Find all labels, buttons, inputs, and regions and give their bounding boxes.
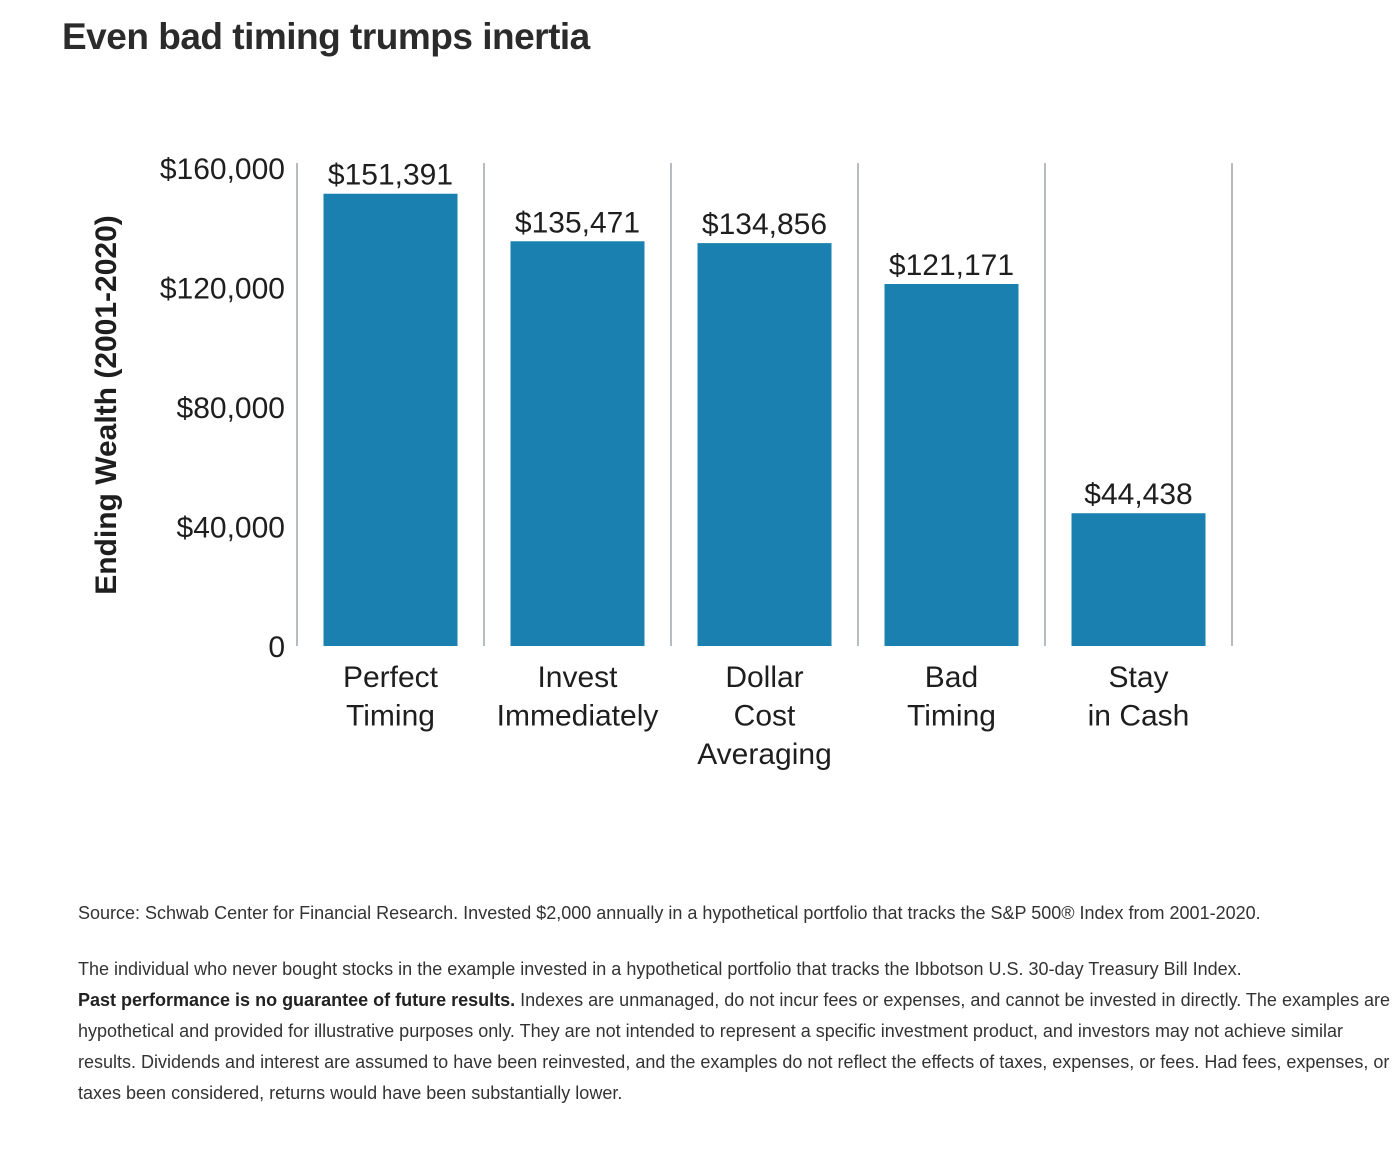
value-label: $44,438: [1084, 478, 1192, 511]
x-tick-label: Perfect: [343, 661, 439, 694]
bar: [323, 193, 458, 646]
bar: [884, 284, 1019, 646]
y-tick-label: $80,000: [177, 392, 285, 425]
x-tick-label: Invest: [537, 661, 618, 694]
value-label: $134,856: [702, 208, 827, 241]
x-tick-label: Averaging: [697, 738, 832, 771]
bar: [697, 243, 832, 646]
y-tick-label: $40,000: [177, 512, 285, 545]
y-tick-label: $120,000: [160, 273, 285, 306]
x-tick-label: Timing: [346, 700, 435, 733]
x-tick-label: Stay: [1108, 661, 1168, 694]
disclaimer-intro: The individual who never bought stocks i…: [78, 959, 1242, 979]
value-label: $135,471: [515, 206, 640, 239]
x-tick-label: in Cash: [1088, 700, 1190, 733]
disclaimer-rest: Indexes are unmanaged, do not incur fees…: [78, 990, 1390, 1103]
x-tick-label: Dollar: [725, 661, 803, 694]
chart: Ending Wealth (2001-2020) 0 $40,000 $80,000…: [90, 153, 1233, 771]
disclaimer-bold: Past performance is no guarantee of futu…: [78, 990, 516, 1010]
footnotes: Source: Schwab Center for Financial Rese…: [78, 898, 1390, 1134]
y-tick-label: 0: [268, 631, 285, 664]
bar: [1071, 513, 1206, 646]
x-tick-label: Bad: [925, 661, 978, 694]
y-tick-label: $160,000: [160, 153, 285, 186]
disclaimer: The individual who never bought stocks i…: [78, 954, 1390, 1109]
value-label: $121,171: [889, 249, 1014, 282]
y-axis-title: Ending Wealth (2001-2020): [90, 215, 123, 595]
x-tick-label: Immediately: [497, 700, 659, 733]
value-label: $151,391: [328, 159, 453, 192]
bar: [510, 241, 645, 646]
chart-title: Even bad timing trumps inertia: [62, 16, 590, 57]
x-tick-label: Cost: [734, 700, 796, 733]
source-note: Source: Schwab Center for Financial Rese…: [78, 903, 1261, 923]
x-tick-label: Timing: [907, 700, 996, 733]
